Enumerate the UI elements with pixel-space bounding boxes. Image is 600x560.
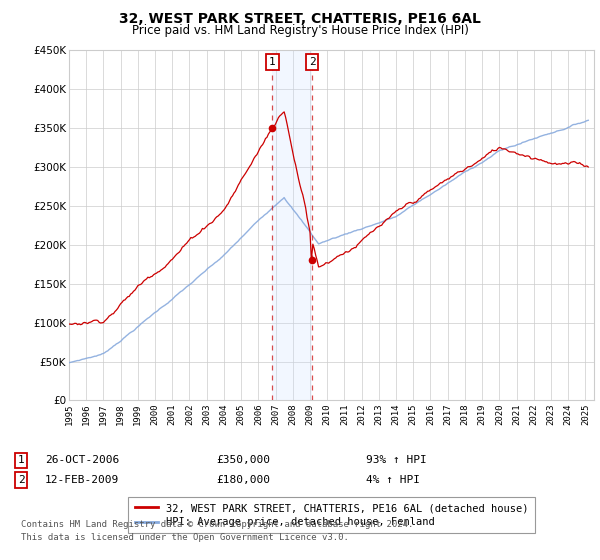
Legend: 32, WEST PARK STREET, CHATTERIS, PE16 6AL (detached house), HPI: Average price, : 32, WEST PARK STREET, CHATTERIS, PE16 6A… xyxy=(128,497,535,534)
Text: £350,000: £350,000 xyxy=(216,455,270,465)
Text: 4% ↑ HPI: 4% ↑ HPI xyxy=(366,475,420,485)
Text: £180,000: £180,000 xyxy=(216,475,270,485)
Text: 1: 1 xyxy=(269,57,276,67)
Text: 2: 2 xyxy=(17,475,25,485)
Text: 1: 1 xyxy=(17,455,25,465)
Text: 12-FEB-2009: 12-FEB-2009 xyxy=(45,475,119,485)
Bar xyxy=(272,50,312,400)
Text: Contains HM Land Registry data © Crown copyright and database right 2024.
This d: Contains HM Land Registry data © Crown c… xyxy=(21,520,413,542)
Text: 32, WEST PARK STREET, CHATTERIS, PE16 6AL: 32, WEST PARK STREET, CHATTERIS, PE16 6A… xyxy=(119,12,481,26)
Text: Price paid vs. HM Land Registry's House Price Index (HPI): Price paid vs. HM Land Registry's House … xyxy=(131,24,469,37)
Text: 2: 2 xyxy=(308,57,316,67)
Text: 26-OCT-2006: 26-OCT-2006 xyxy=(45,455,119,465)
Text: 93% ↑ HPI: 93% ↑ HPI xyxy=(366,455,427,465)
